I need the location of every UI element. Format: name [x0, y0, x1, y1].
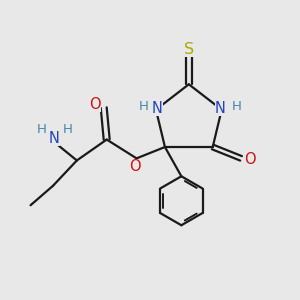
Text: O: O [129, 159, 141, 174]
Text: H: H [139, 100, 148, 113]
Text: H: H [232, 100, 242, 113]
Text: N: N [215, 101, 226, 116]
Text: H: H [63, 123, 73, 136]
Text: N: N [152, 101, 163, 116]
Text: S: S [184, 42, 194, 57]
Text: O: O [89, 97, 100, 112]
Text: H: H [37, 123, 46, 136]
Text: O: O [244, 152, 256, 167]
Text: N: N [49, 130, 60, 146]
